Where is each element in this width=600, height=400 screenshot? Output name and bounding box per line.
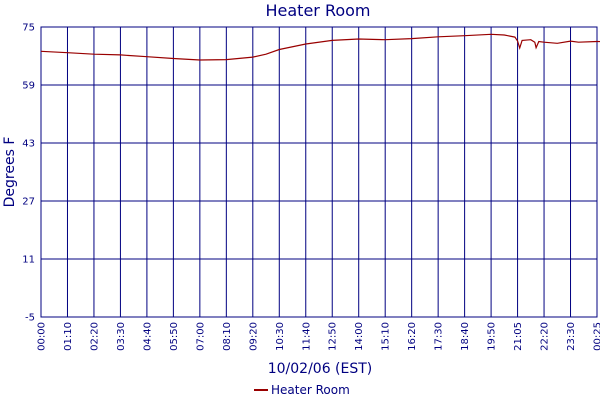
y-tick-label: 11 (22, 255, 35, 266)
x-tick-label: 08:10 (222, 322, 233, 351)
x-tick-label: 15:10 (381, 322, 392, 351)
x-tick-label: 01:10 (63, 322, 74, 351)
series-line-heater-room (40, 33, 600, 61)
x-tick-label: 07:00 (195, 322, 206, 351)
y-tick-label: 27 (22, 197, 35, 208)
y-tick-label: 75 (22, 23, 35, 34)
x-tick-label: 00:25 (593, 322, 600, 351)
x-tick-label: 09:20 (248, 322, 259, 351)
x-tick-label: 03:30 (116, 322, 127, 351)
x-tick-label: 14:00 (354, 322, 365, 351)
x-tick-label: 23:30 (566, 322, 577, 351)
x-tick-label: 16:20 (407, 322, 418, 351)
x-axis-ticks: 00:00 01:10 02:20 03:30 04:40 05:50 07:00 08:10… (37, 322, 600, 351)
legend-label: Heater Room (271, 383, 350, 397)
x-tick-label: 18:40 (460, 322, 471, 351)
y-tick-label: -5 (25, 313, 35, 324)
x-axis-label: 10/02/06 (EST) (268, 361, 373, 377)
x-tick-label: 05:50 (169, 322, 180, 351)
plot-area (41, 27, 597, 317)
legend: Heater Room (254, 383, 350, 397)
y-tick-label: 59 (22, 81, 35, 92)
y-axis-ticks: 75 59 43 27 11 -5 (22, 23, 35, 324)
x-tick-label: 00:00 (37, 322, 48, 351)
x-tick-label: 04:40 (142, 322, 153, 351)
y-axis-label: Degrees F (2, 137, 18, 208)
x-tick-label: 22:20 (540, 322, 551, 351)
x-tick-label: 21:05 (513, 322, 524, 351)
x-tick-label: 17:30 (434, 322, 445, 351)
chart-title: Heater Room (265, 1, 370, 20)
x-tick-label: 11:40 (301, 322, 312, 351)
x-tick-label: 10:30 (275, 322, 286, 351)
x-tick-label: 02:20 (89, 322, 100, 351)
x-tick-label: 19:50 (487, 322, 498, 351)
x-tick-label: 12:50 (328, 322, 339, 351)
y-tick-label: 43 (22, 139, 35, 150)
plot-frame (40, 26, 598, 318)
